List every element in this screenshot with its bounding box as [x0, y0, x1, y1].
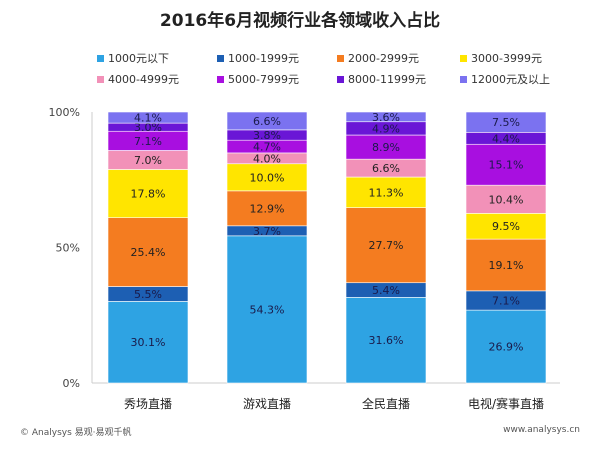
y-tick-label: 50%: [56, 242, 80, 255]
bar-segment: [107, 111, 189, 124]
legend-item: 3000-3999元: [460, 50, 542, 66]
data-label: 7.5%: [492, 116, 520, 129]
data-label: 26.9%: [489, 341, 524, 354]
data-label: 7.1%: [492, 294, 520, 307]
data-label: 3.8%: [253, 129, 281, 142]
x-tick-label: 全民直播: [362, 396, 410, 411]
data-label: 7.0%: [134, 154, 162, 167]
footer-url: www.analysys.cn: [503, 425, 580, 435]
bar-segment: [226, 111, 308, 131]
data-label: 30.1%: [131, 336, 166, 349]
chart-title: 2016年6月视频行业各领域收入占比: [159, 11, 441, 31]
data-label: 54.3%: [250, 303, 285, 316]
footer-source: © Analysys 易观·易观千帆: [20, 428, 132, 438]
data-label: 6.6%: [253, 115, 281, 128]
x-tick-label: 秀场直播: [124, 397, 172, 411]
bar-segment: [465, 184, 547, 214]
bar-segment: [226, 190, 308, 227]
legend-item: 4000-4999元: [97, 71, 179, 87]
data-label: 10.4%: [489, 193, 524, 206]
legend-item: 5000-7999元: [217, 71, 299, 87]
data-label: 17.8%: [131, 188, 166, 201]
data-label: 6.6%: [372, 162, 400, 175]
legend-item: 12000元及以上: [460, 71, 550, 87]
legend-label: 3000-3999元: [471, 52, 542, 65]
legend-swatch: [97, 54, 104, 62]
bar-segment: [465, 309, 547, 384]
data-label: 3.7%: [253, 225, 281, 238]
bar-segment: [107, 169, 189, 218]
bar-segment: [465, 111, 547, 133]
legend-label: 5000-7999元: [228, 73, 299, 86]
legend-label: 2000-2999元: [348, 52, 419, 65]
data-label: 31.6%: [369, 334, 404, 347]
legend-swatch: [97, 75, 104, 83]
legend-swatch: [337, 75, 344, 83]
x-tick-label: 电视/赛事直播: [468, 396, 544, 411]
data-label: 7.1%: [134, 135, 162, 148]
data-label: 3.6%: [372, 111, 400, 124]
data-label: 5.5%: [134, 288, 162, 301]
bar-segment: [226, 163, 308, 192]
data-label: 15.1%: [489, 159, 524, 172]
legend-item: 2000-2999元: [337, 50, 419, 66]
y-tick-label: 100%: [49, 106, 80, 119]
data-label: 12.9%: [250, 202, 285, 215]
legend-label: 12000元及以上: [471, 73, 550, 86]
bar-segment: [345, 207, 427, 284]
legend-swatch: [217, 54, 224, 62]
data-label: 9.5%: [492, 220, 520, 233]
bar-segment: [465, 238, 547, 292]
y-tick-label: 0%: [63, 377, 80, 390]
legend-label: 1000-1999元: [228, 52, 299, 65]
data-label: 27.7%: [369, 239, 404, 252]
bar-segment: [107, 217, 189, 287]
data-label: 10.0%: [250, 171, 285, 184]
legend-swatch: [217, 75, 224, 83]
data-label: 25.4%: [131, 246, 166, 259]
bar-segment: [465, 143, 547, 186]
bar-segment: [107, 301, 189, 384]
legend-swatch: [460, 54, 467, 62]
data-label: 8.9%: [372, 141, 400, 154]
legend-label: 4000-4999元: [108, 73, 179, 86]
legend-label: 8000-11999元: [348, 73, 426, 86]
data-label: 4.7%: [253, 141, 281, 154]
bar-segment: [465, 213, 547, 240]
legend-item: 1000-1999元: [217, 50, 299, 66]
data-label: 19.1%: [489, 259, 524, 272]
data-label: 5.4%: [372, 284, 400, 297]
x-tick-label: 游戏直播: [243, 397, 291, 411]
legend-item: 1000元以下: [97, 50, 169, 66]
data-label: 3.0%: [134, 121, 162, 134]
legend-swatch: [337, 54, 344, 62]
data-label: 4.9%: [372, 122, 400, 135]
legend-label: 1000元以下: [108, 52, 169, 65]
bar-segment: [345, 111, 427, 123]
legend-swatch: [460, 75, 467, 83]
data-label: 11.3%: [369, 186, 404, 199]
legend-item: 8000-11999元: [337, 71, 426, 87]
data-label: 4.0%: [253, 152, 281, 165]
data-label: 4.1%: [134, 112, 162, 125]
bar-segment: [345, 176, 427, 208]
data-label: 4.4%: [492, 132, 520, 145]
